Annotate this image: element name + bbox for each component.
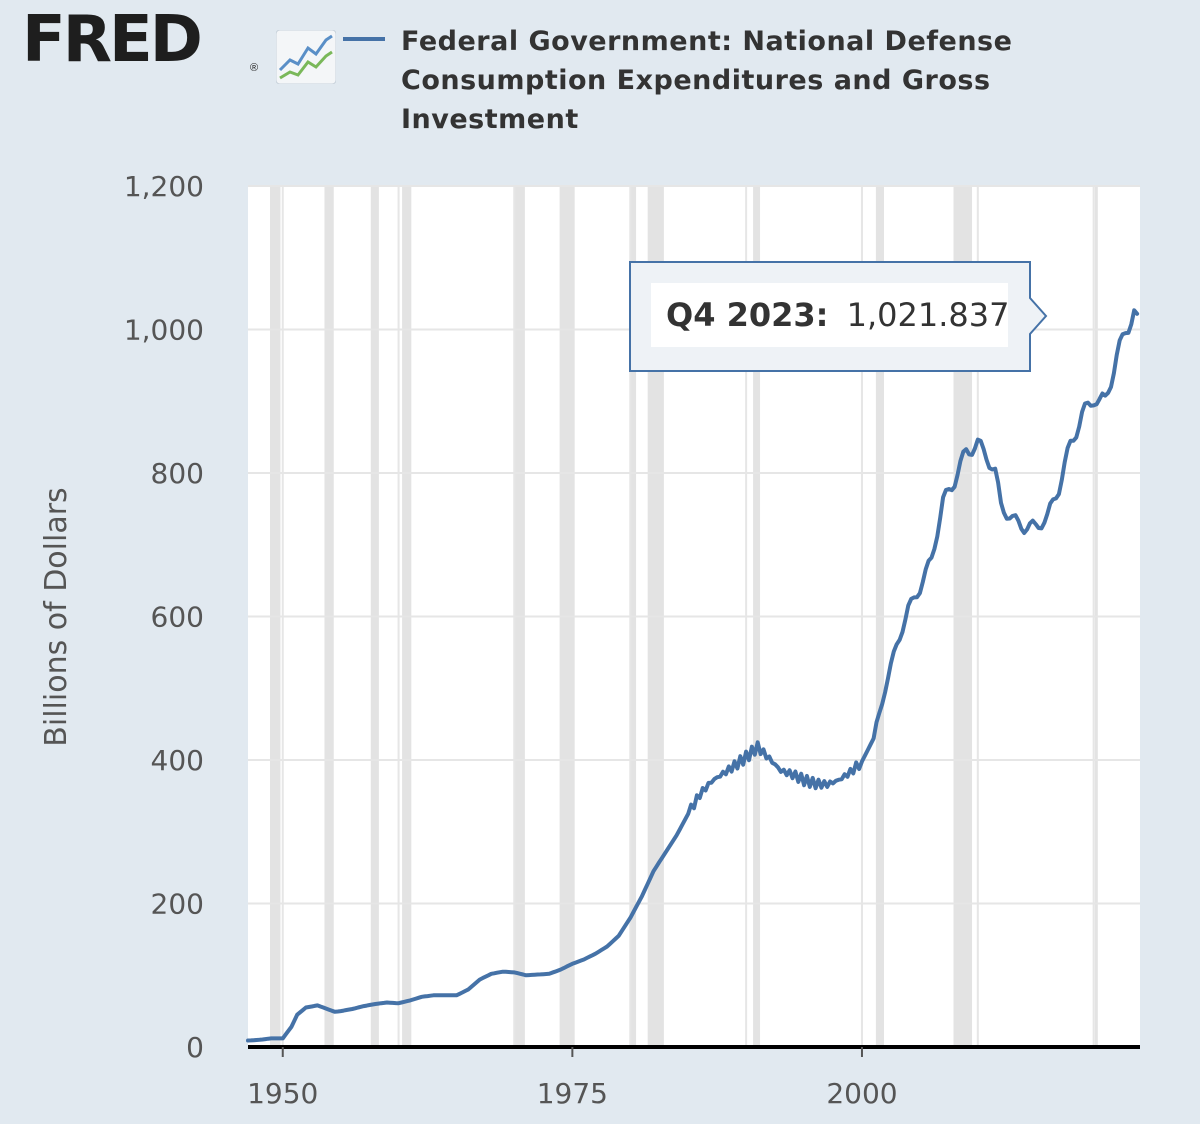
x-tick-label: 1950 [247, 1077, 318, 1110]
y-tick-label: 0 [186, 1031, 204, 1064]
y-tick-label: 600 [151, 601, 204, 634]
tooltip-inner [651, 283, 1008, 347]
y-tick-label: 800 [151, 457, 204, 490]
fred-logo[interactable]: FRED ® [22, 8, 336, 84]
svg-text:Q4 2023: 1,021.837: Q4 2023: 1,021.837 [666, 296, 1010, 334]
tooltip: Q4 2023: 1,021.837 [629, 261, 1048, 372]
y-tick-label: 400 [151, 744, 204, 777]
x-tick-label: 2000 [826, 1077, 897, 1110]
fred-trend-graph-icon [276, 30, 336, 84]
chart-title[interactable]: Federal Government: National Defense Con… [401, 26, 1013, 135]
y-tick-label: 1,200 [124, 170, 204, 203]
legend-series-swatch[interactable] [343, 37, 385, 41]
x-tick-label: 1975 [537, 1077, 608, 1110]
tooltip-value: 1,021.837 [847, 296, 1010, 334]
tooltip-date: Q4 2023: [666, 296, 828, 334]
y-tick-label: 1,000 [124, 314, 204, 347]
series-line[interactable] [246, 308, 1140, 1043]
fred-logo-text: FRED [22, 3, 203, 77]
registered-mark: ® [250, 62, 259, 74]
y-tick-label: 200 [151, 888, 204, 921]
